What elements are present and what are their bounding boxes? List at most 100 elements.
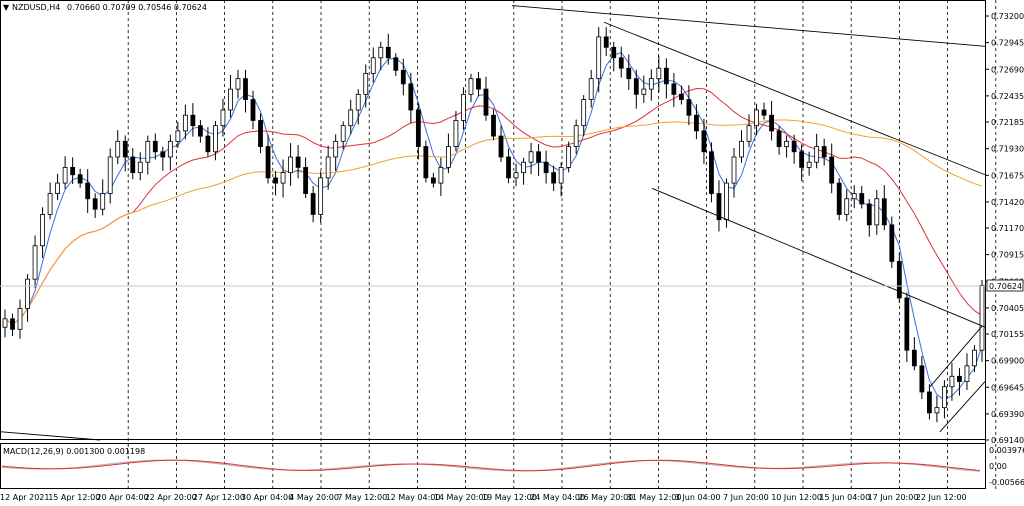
candle-body — [979, 285, 985, 351]
candle-body — [844, 198, 850, 215]
candle-body — [566, 146, 572, 168]
candle-body — [408, 83, 414, 111]
price-tick-label: 0.73200 — [991, 12, 1024, 21]
candle-body — [859, 193, 865, 205]
candle-body — [476, 78, 481, 90]
macd-lines — [1, 459, 981, 472]
candle-body — [761, 109, 767, 116]
candle-body — [167, 140, 173, 158]
candle-body — [851, 193, 857, 200]
moving-averages — [4, 52, 983, 401]
candle-body — [228, 88, 233, 111]
candle-body — [250, 99, 256, 121]
candle-body — [70, 167, 76, 176]
time-tick-label: 22 Apr 20:00 — [145, 493, 197, 502]
candle-body — [137, 161, 143, 174]
candle-body — [633, 78, 639, 95]
candle-body — [182, 114, 188, 132]
time-tick-label: 22 Jun 12:00 — [916, 493, 967, 502]
candle-body — [400, 69, 406, 85]
price-tick-label: 0.72945 — [991, 39, 1024, 48]
candle-body — [430, 177, 436, 184]
candle-body — [220, 109, 226, 127]
candle-body — [243, 78, 248, 100]
candle-body — [461, 93, 466, 121]
main-plot-frame — [0, 0, 986, 440]
time-tick-label: 15 Jun 04:00 — [819, 493, 870, 502]
macd-signal-line — [1, 459, 981, 472]
candle-body — [190, 114, 196, 127]
candle-body — [273, 177, 278, 184]
candle-body — [10, 318, 15, 330]
trendline — [0, 431, 101, 441]
candles — [2, 27, 985, 423]
candle-body — [611, 46, 617, 59]
macd-axis: 0.003976 0.00 -0.005665 — [989, 446, 1024, 487]
time-tick-label: 7 Jun 20:00 — [723, 493, 769, 502]
candle-body — [506, 156, 511, 179]
candle-body — [340, 125, 346, 142]
candle-body — [694, 114, 699, 132]
candle-body — [836, 182, 842, 215]
current-price-label: 0.70624 — [989, 282, 1022, 291]
candle-body — [641, 88, 647, 95]
ma-fast-line — [4, 52, 983, 401]
price-tick-label: 0.70405 — [991, 304, 1024, 313]
candle-body — [438, 167, 444, 184]
candle-body — [2, 318, 8, 328]
candle-body — [724, 182, 729, 221]
time-tick-label: 20 Apr 04:00 — [96, 493, 148, 502]
candle-body — [175, 130, 181, 142]
candle-body — [205, 135, 211, 153]
price-tick-label: 0.70915 — [991, 251, 1024, 260]
candle-body — [543, 161, 549, 174]
candle-body — [446, 146, 451, 168]
vertical-grid — [127, 0, 997, 489]
candle-body — [784, 140, 789, 147]
candle-body — [754, 109, 759, 127]
candle-body — [92, 198, 98, 210]
candle-body — [626, 67, 632, 80]
candle-body — [325, 156, 331, 179]
candle-body — [799, 151, 805, 168]
time-tick-label: 3 Jun 04:00 — [675, 493, 721, 502]
candle-body — [77, 174, 83, 184]
candle-body — [573, 125, 579, 147]
candle-body — [551, 172, 557, 184]
candle-body — [32, 245, 38, 280]
candle-body — [47, 193, 53, 215]
candle-body — [806, 161, 812, 168]
candle-body — [881, 198, 887, 226]
candle-body — [393, 57, 399, 71]
candle-body — [130, 156, 136, 174]
candle-body — [85, 182, 91, 200]
candle-body — [513, 172, 519, 179]
time-tick-label: 26 May 20:00 — [578, 493, 633, 502]
candle-body — [964, 365, 970, 382]
ohlc-values: 0.70660 0.70709 0.70546 0.70624 — [67, 3, 207, 12]
candle-body — [949, 375, 955, 388]
candle-body — [197, 125, 203, 137]
candle-body — [491, 114, 496, 137]
trendline — [603, 21, 986, 176]
candle-body — [919, 365, 925, 393]
trendline — [511, 5, 986, 47]
candle-body — [957, 375, 962, 382]
trendline — [651, 187, 986, 328]
candle-body — [972, 349, 977, 367]
candle-body — [558, 167, 564, 184]
time-tick-label: 4 May 20:00 — [289, 493, 339, 502]
candle-body — [866, 203, 872, 226]
candle-body — [498, 135, 504, 158]
candle-body — [716, 193, 722, 221]
candle-body — [370, 57, 376, 74]
candle-body — [265, 146, 271, 179]
candle-body — [934, 407, 940, 414]
candle-body — [378, 46, 384, 59]
candle-body — [769, 114, 774, 132]
price-tick-label: 0.71930 — [991, 145, 1024, 154]
candle-body — [829, 156, 835, 184]
time-tick-label: 27 Apr 12:00 — [193, 493, 245, 502]
